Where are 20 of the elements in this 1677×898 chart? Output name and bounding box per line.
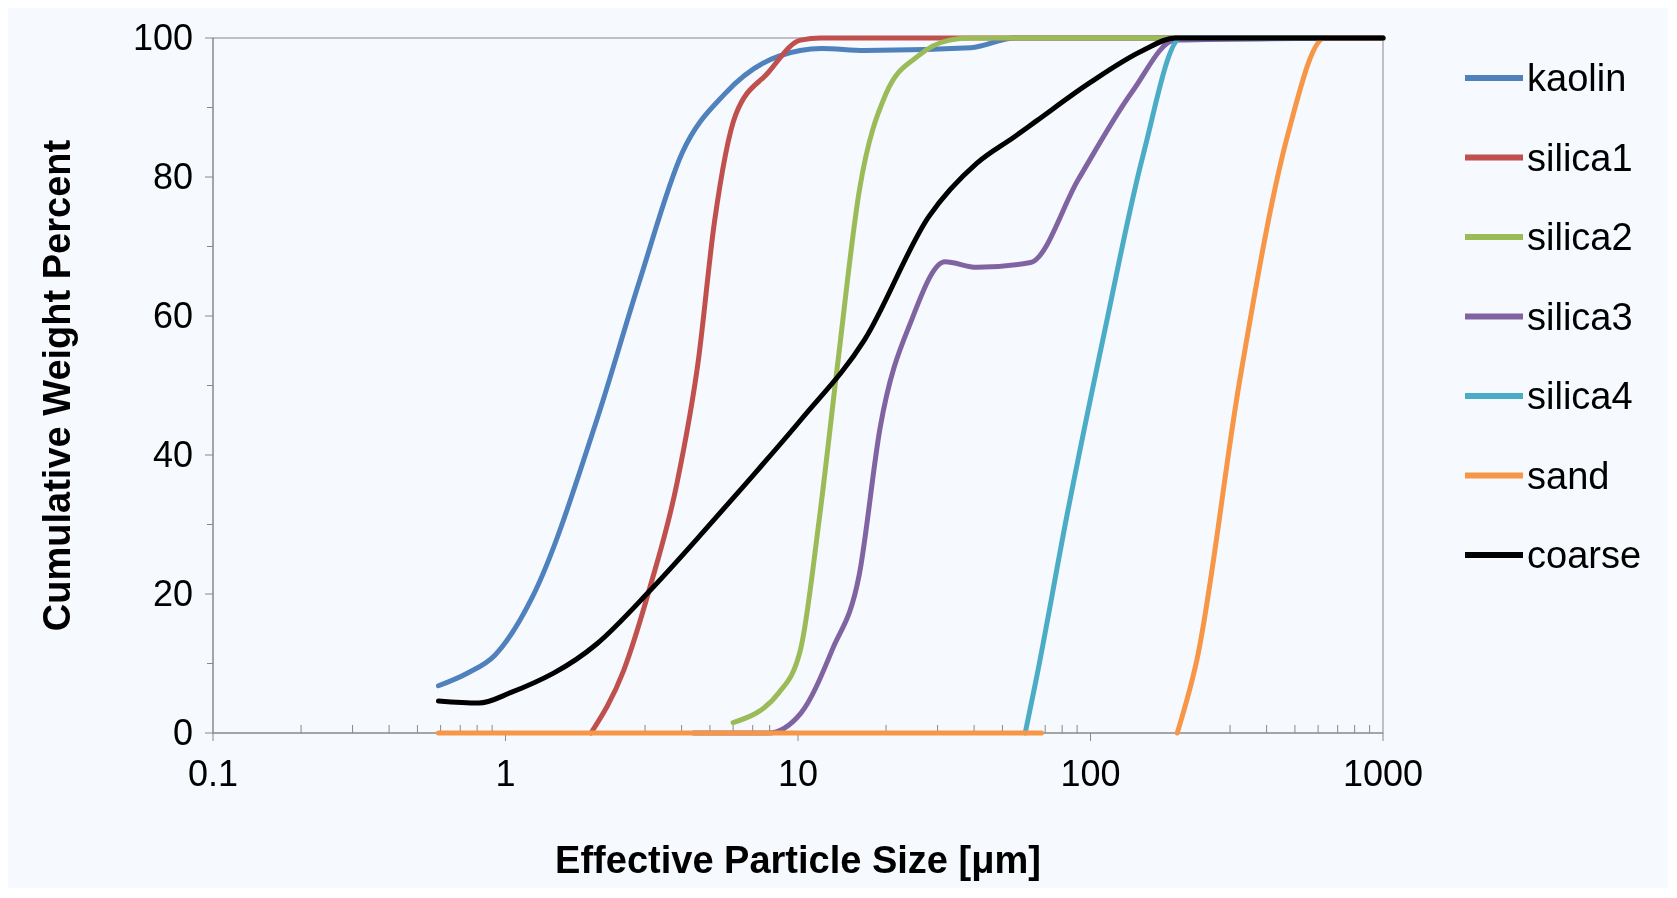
legend-label: silica1 (1527, 136, 1633, 179)
x-tick-label: 0.1 (187, 753, 239, 794)
x-tick-label: 1000 (1342, 753, 1424, 794)
y-axis-title: Cumulative Weight Percent (36, 139, 78, 632)
legend-label: kaolin (1527, 57, 1627, 99)
x-tick-label: 1 (495, 753, 516, 794)
legend-label: coarse (1527, 534, 1642, 576)
y-tick-label: 100 (132, 17, 193, 58)
x-tick-label: 100 (1060, 753, 1121, 794)
y-tick-label: 40 (152, 434, 193, 475)
legend-label: silica4 (1527, 375, 1633, 417)
y-tick-label: 60 (152, 295, 193, 336)
y-tick-label: 80 (152, 156, 193, 197)
legend-label: silica2 (1527, 216, 1633, 258)
y-tick-label: 20 (152, 573, 193, 614)
legend-label: silica3 (1527, 295, 1633, 338)
x-tick-label: 10 (777, 753, 819, 794)
y-tick-label: 0 (172, 712, 193, 753)
x-axis-title: Effective Particle Size [μm] (555, 839, 1041, 881)
legend-label: sand (1527, 454, 1610, 497)
